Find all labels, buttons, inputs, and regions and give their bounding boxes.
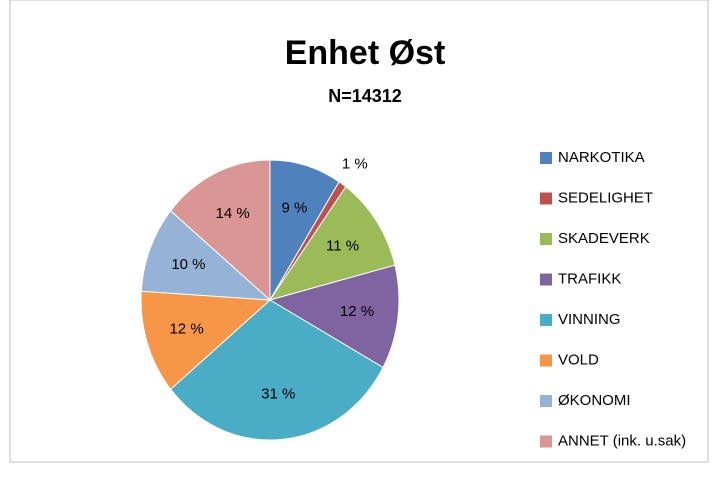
legend-label: VINNING xyxy=(558,311,621,328)
pie-slice xyxy=(169,159,271,302)
legend-swatch xyxy=(540,192,552,205)
data-label: 31 % xyxy=(261,386,295,403)
legend-swatch xyxy=(540,233,552,245)
legend-label: VOLD xyxy=(558,351,599,368)
data-label: 14 % xyxy=(216,205,250,222)
chart-title: Enhet Øst xyxy=(285,34,446,72)
legend-swatch xyxy=(540,152,552,164)
data-label: 1 % xyxy=(342,155,368,172)
legend-label: SEDELIGHET xyxy=(558,189,653,206)
chart-subtitle: N=14312 xyxy=(328,86,402,106)
legend-label: SKADEVERK xyxy=(558,230,650,247)
data-label: 11 % xyxy=(326,237,359,254)
data-label: 9 % xyxy=(282,200,308,217)
pie-slice xyxy=(140,210,272,301)
data-label: 12 % xyxy=(340,303,374,320)
legend-swatch xyxy=(540,435,552,448)
data-label: 10 % xyxy=(171,256,205,273)
legend-swatch xyxy=(540,314,552,326)
legend-label: ØKONOMI xyxy=(558,392,631,409)
legend-swatch xyxy=(540,354,552,367)
legend-swatch xyxy=(540,273,552,286)
pie-slice xyxy=(169,299,384,441)
data-label: 12 % xyxy=(169,320,203,337)
legend-swatch xyxy=(540,395,552,407)
pie-slice xyxy=(140,290,272,390)
pie-slice xyxy=(269,159,340,302)
legend-label: NARKOTIKA xyxy=(558,149,645,166)
pie-slice xyxy=(268,264,400,369)
legend-label: TRAFIKK xyxy=(558,270,621,287)
legend-label: ANNET (ink. u.sak) xyxy=(558,432,686,449)
pie-slice xyxy=(268,186,396,301)
